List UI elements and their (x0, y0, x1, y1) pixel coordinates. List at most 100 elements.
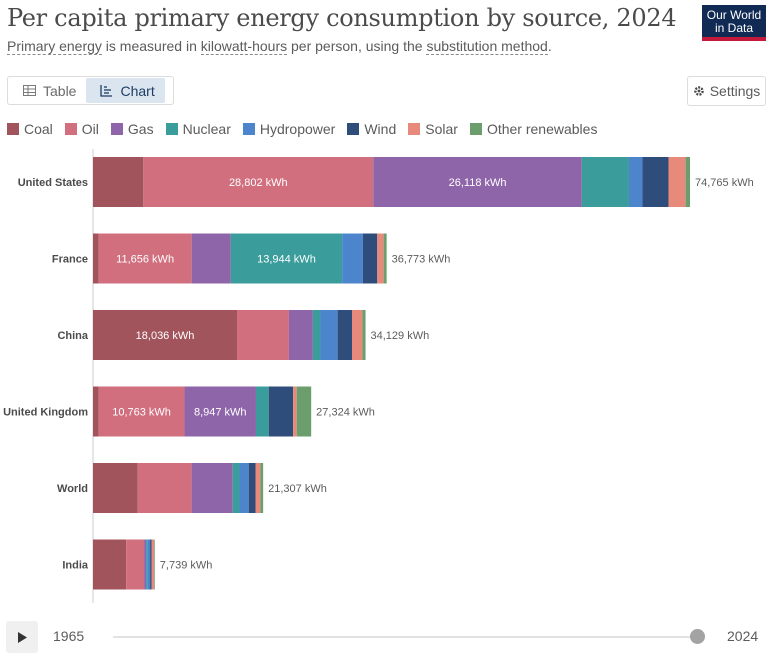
total-value-label: 7,739 kWh (160, 560, 213, 572)
legend-item-nuclear[interactable]: Nuclear (165, 121, 231, 137)
legend-label: Hydropower (259, 121, 336, 137)
bar-segment-coal[interactable] (93, 539, 127, 590)
bar-segment-gas[interactable] (191, 233, 231, 284)
bar-segment-solar[interactable] (151, 539, 155, 590)
bar-segment-wind[interactable] (642, 157, 669, 207)
legend-label: Coal (24, 121, 53, 137)
chart-title: Per capita primary energy consumption by… (7, 4, 677, 32)
timeline-start-year: 1965 (53, 628, 85, 644)
bar-segment-solar[interactable] (352, 310, 363, 360)
bar-segment-coal[interactable] (93, 463, 138, 513)
timeline-end-year: 2024 (727, 628, 759, 644)
bar-segment-wind[interactable] (248, 463, 256, 513)
bar-segment-nuclear[interactable] (581, 157, 629, 207)
category-label: World (57, 483, 88, 495)
bar-segment-wind[interactable] (150, 539, 152, 590)
chart-icon (100, 84, 113, 97)
bar-segment-wind[interactable] (337, 310, 353, 360)
legend-item-other-renewables[interactable]: Other renewables (469, 121, 598, 137)
bar-segment-solar[interactable] (668, 157, 686, 207)
total-value-label: 74,765 kWh (695, 177, 754, 189)
segment-value-label: 8,947 kWh (194, 407, 247, 419)
segment-value-label: 11,656 kWh (116, 254, 174, 266)
legend-item-gas[interactable]: Gas (110, 121, 154, 137)
substitution-method-link[interactable]: substitution method (426, 38, 548, 55)
bar-segment-hydropower[interactable] (342, 233, 363, 284)
bar-segment-oil[interactable] (137, 463, 192, 513)
bar-segment-gas[interactable] (184, 386, 256, 437)
timeline-track[interactable] (113, 636, 698, 638)
bar-segment-other-renewables[interactable] (260, 463, 264, 513)
category-label: India (62, 560, 89, 572)
category-label: France (52, 254, 88, 266)
gear-icon (693, 86, 704, 96)
bar-segment-nuclear[interactable] (232, 463, 240, 513)
bar-segment-gas[interactable] (144, 539, 147, 590)
primary-energy-link[interactable]: Primary energy (7, 38, 102, 55)
bar-segment-solar[interactable] (293, 386, 297, 437)
segment-value-label: 10,763 kWh (112, 407, 171, 419)
bar-segment-oil[interactable] (98, 386, 185, 437)
legend-swatch (165, 123, 178, 135)
bar-segment-hydropower[interactable] (628, 157, 643, 207)
our-world-in-data-logo[interactable]: Our World in Data (702, 5, 766, 41)
legend-item-hydropower[interactable]: Hydropower (242, 121, 336, 137)
legend-swatch (7, 123, 19, 135)
segment-value-label: 28,802 kWh (229, 177, 288, 189)
play-icon (18, 631, 27, 643)
legend-label: Oil (81, 121, 99, 137)
kilowatt-hours-link[interactable]: kilowatt-hours (200, 38, 288, 55)
legend-label: Solar (425, 121, 458, 137)
tab-chart[interactable]: Chart (86, 78, 165, 103)
bar-segment-gas[interactable] (373, 157, 582, 207)
legend-label: Wind (364, 121, 397, 137)
timeline-handle[interactable] (690, 629, 705, 644)
total-value-label: 34,129 kWh (371, 330, 430, 342)
category-label: United Kingdom (3, 407, 88, 419)
legend-swatch (110, 123, 123, 135)
bar-segment-coal[interactable] (93, 310, 238, 360)
legend-label: Nuclear (182, 121, 231, 137)
bar-segment-coal[interactable] (93, 157, 144, 207)
tab-table[interactable]: Table (9, 78, 86, 103)
bar-segment-coal[interactable] (93, 386, 99, 437)
category-label: China (57, 330, 88, 342)
settings-button[interactable]: Settings (687, 76, 766, 106)
bar-segment-solar[interactable] (255, 463, 261, 513)
bar-segment-coal[interactable] (93, 233, 99, 284)
bar-segment-nuclear[interactable] (230, 233, 343, 284)
legend-item-solar[interactable]: Solar (408, 121, 458, 137)
legend-swatch (347, 123, 360, 135)
bar-segment-other-renewables[interactable] (296, 386, 312, 437)
legend-item-oil[interactable]: Oil (64, 121, 99, 137)
bar-segment-nuclear[interactable] (146, 539, 148, 590)
bar-segment-gas[interactable] (288, 310, 313, 360)
bar-segment-solar[interactable] (377, 233, 384, 284)
bar-segment-oil[interactable] (143, 157, 374, 207)
bar-segment-nuclear[interactable] (255, 386, 269, 437)
stacked-bar-chart: United States 28,802 kWh 26,118 kWh 74,765 … (3, 149, 754, 603)
bar-segment-hydropower[interactable] (320, 310, 338, 360)
play-button[interactable] (6, 621, 38, 653)
legend-item-coal[interactable]: Coal (7, 121, 53, 137)
bar-segment-hydropower[interactable] (239, 463, 249, 513)
bar-segment-other-renewables[interactable] (362, 310, 366, 360)
bar-segment-wind[interactable] (362, 233, 378, 284)
bar-segment-other-renewables[interactable] (383, 233, 387, 284)
bar-segment-other-renewables[interactable] (154, 539, 155, 590)
view-tabs: Table Chart (7, 76, 174, 105)
bar-segment-oil[interactable] (98, 233, 192, 284)
bar-segment-nuclear[interactable] (312, 310, 321, 360)
segment-value-label: 13,944 kWh (257, 254, 316, 266)
legend-label: Other renewables (486, 121, 598, 137)
bar-segment-oil[interactable] (126, 539, 145, 590)
category-label: United States (18, 177, 88, 189)
bar-segment-wind[interactable] (268, 386, 294, 437)
bar-segment-other-renewables[interactable] (685, 157, 690, 207)
bar-segment-gas[interactable] (191, 463, 233, 513)
bar-segment-oil[interactable] (237, 310, 289, 360)
segment-value-label: 26,118 kWh (449, 177, 507, 189)
legend-item-wind[interactable]: Wind (347, 121, 396, 137)
legend-swatch (242, 123, 255, 135)
bar-segment-hydropower[interactable] (147, 539, 151, 590)
